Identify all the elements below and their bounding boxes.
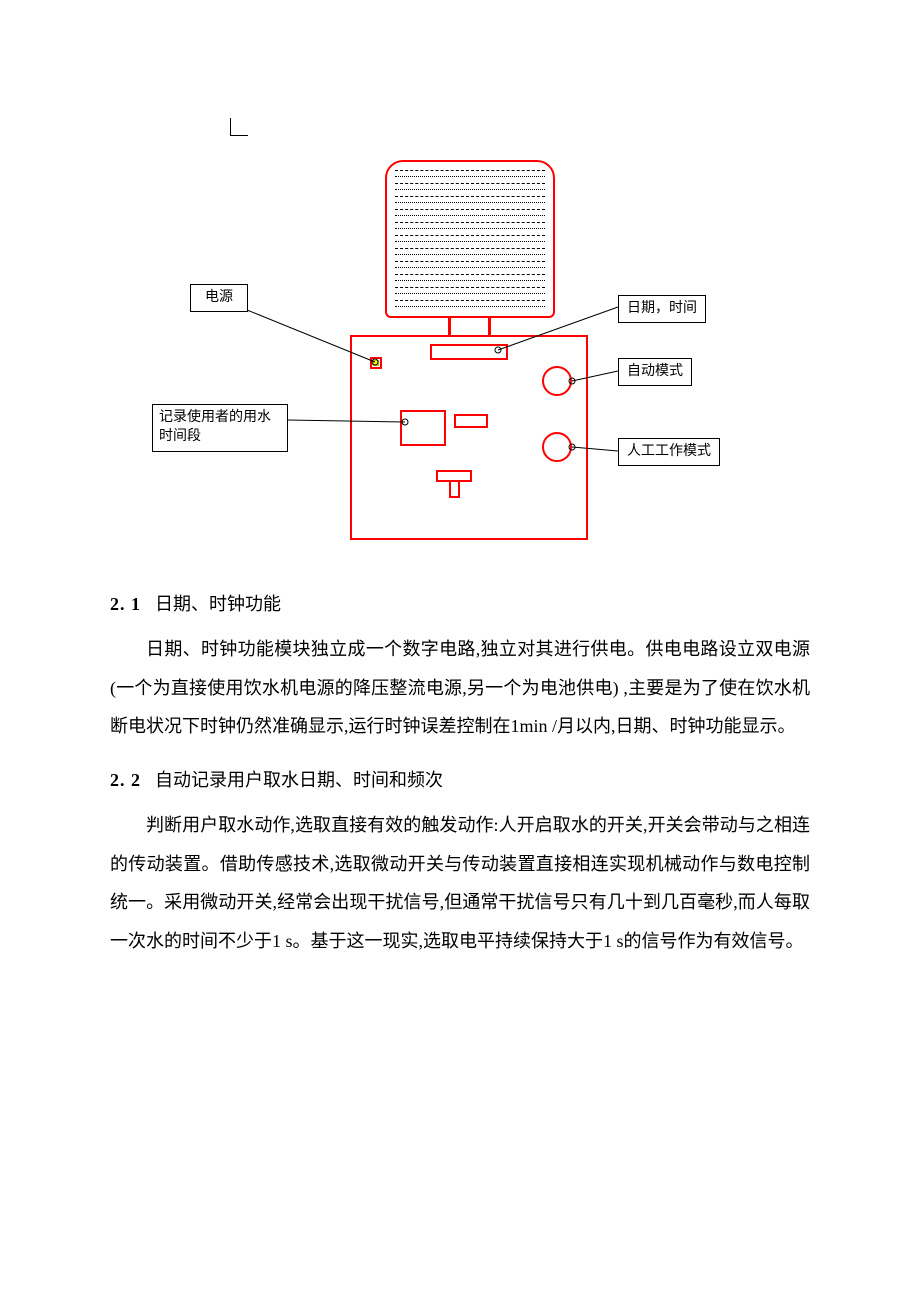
water-dispenser-diagram: 电源 记录使用者的用水时间段 日期，时间 自动模式 人工工作模式 bbox=[110, 100, 810, 560]
bottle-neck bbox=[448, 318, 451, 336]
label-manual-mode: 人工工作模式 bbox=[618, 438, 720, 466]
label-date-time: 日期，时间 bbox=[618, 295, 706, 323]
corner-mark bbox=[230, 118, 248, 136]
label-power: 电源 bbox=[190, 284, 248, 312]
record-panel bbox=[400, 410, 446, 446]
section-2-1-heading: 2. 1 日期、时钟功能 bbox=[110, 590, 810, 616]
section-2-2-paragraph: 判断用户取水动作,选取直接有效的触发动作:人开启取水的开关,开关会带动与之相连的… bbox=[110, 806, 810, 961]
section-number: 2. 1 bbox=[110, 594, 141, 614]
label-record: 记录使用者的用水时间段 bbox=[152, 404, 288, 452]
auto-mode-button bbox=[542, 366, 572, 396]
label-auto-mode: 自动模式 bbox=[618, 358, 692, 386]
water-bottle bbox=[385, 160, 555, 318]
datetime-display bbox=[430, 344, 508, 360]
manual-mode-button bbox=[542, 432, 572, 462]
water-tap bbox=[436, 470, 472, 482]
water-tap-stem bbox=[449, 482, 460, 498]
power-led-icon bbox=[373, 360, 379, 366]
section-title: 自动记录用户取水日期、时间和频次 bbox=[155, 770, 443, 790]
section-2-1-paragraph: 日期、时钟功能模块独立成一个数字电路,独立对其进行供电。供电电路设立双电源(一个… bbox=[110, 630, 810, 746]
section-number: 2. 2 bbox=[110, 770, 141, 790]
section-2-2-heading: 2. 2 自动记录用户取水日期、时间和频次 bbox=[110, 766, 810, 792]
section-title: 日期、时钟功能 bbox=[155, 594, 281, 614]
record-panel-small bbox=[454, 414, 488, 428]
bottle-neck bbox=[488, 318, 491, 336]
